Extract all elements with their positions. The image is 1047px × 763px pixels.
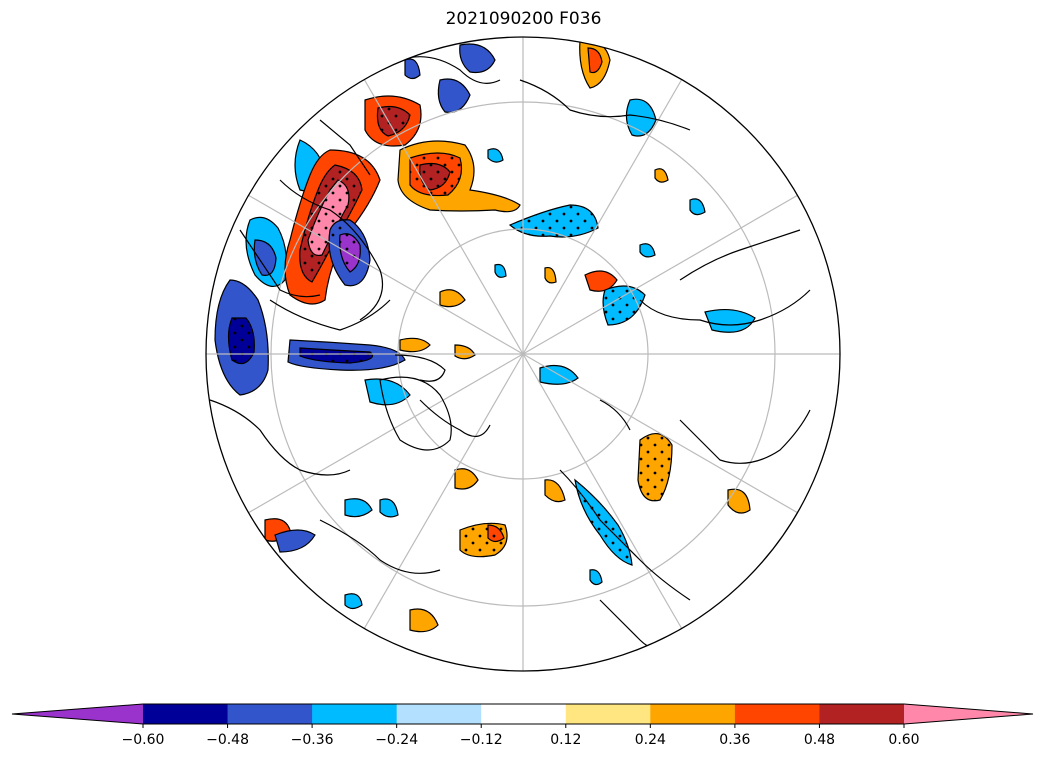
- colorbar-tick-label: 0.48: [804, 732, 835, 748]
- colorbar-bin: [143, 704, 229, 724]
- coastlines: [209, 56, 811, 654]
- colorbar-tick-label: 0.36: [719, 732, 750, 748]
- colorbar-tick-label: 0.60: [888, 732, 919, 748]
- graticule: [206, 37, 840, 671]
- colorbar-extend-low: [12, 704, 143, 724]
- polar-map: [205, 36, 841, 672]
- colorbar-tick-label: −0.12: [460, 732, 503, 748]
- colorbar-extend-high: [904, 704, 1033, 724]
- map-title: 2021090200 F036: [445, 9, 602, 29]
- colorbar-bin: [819, 704, 905, 724]
- significance-stipple: [228, 106, 672, 565]
- colorbar-bin: [565, 704, 651, 724]
- colorbar-bin: [227, 704, 313, 724]
- colorbar: −0.60 −0.48 −0.36 −0.24 −0.12 0.12 0.24 0.36 0.4…: [11, 703, 1034, 748]
- colorbar-tick-label: −0.60: [122, 732, 165, 748]
- colorbar-bin: [481, 704, 567, 724]
- colorbar-tick-label: 0.12: [550, 732, 581, 748]
- map-boundary: [205, 36, 841, 672]
- colorbar-tick-label: −0.24: [375, 732, 418, 748]
- colorbar-bin: [734, 704, 820, 724]
- colorbar-bin: [650, 704, 736, 724]
- colorbar-bin: [396, 704, 482, 724]
- colorbar-bin: [312, 704, 398, 724]
- colorbar-tick-label: −0.36: [291, 732, 334, 748]
- colorbar-tick-label: −0.48: [206, 732, 249, 748]
- colorbar-tick-label: 0.24: [635, 732, 666, 748]
